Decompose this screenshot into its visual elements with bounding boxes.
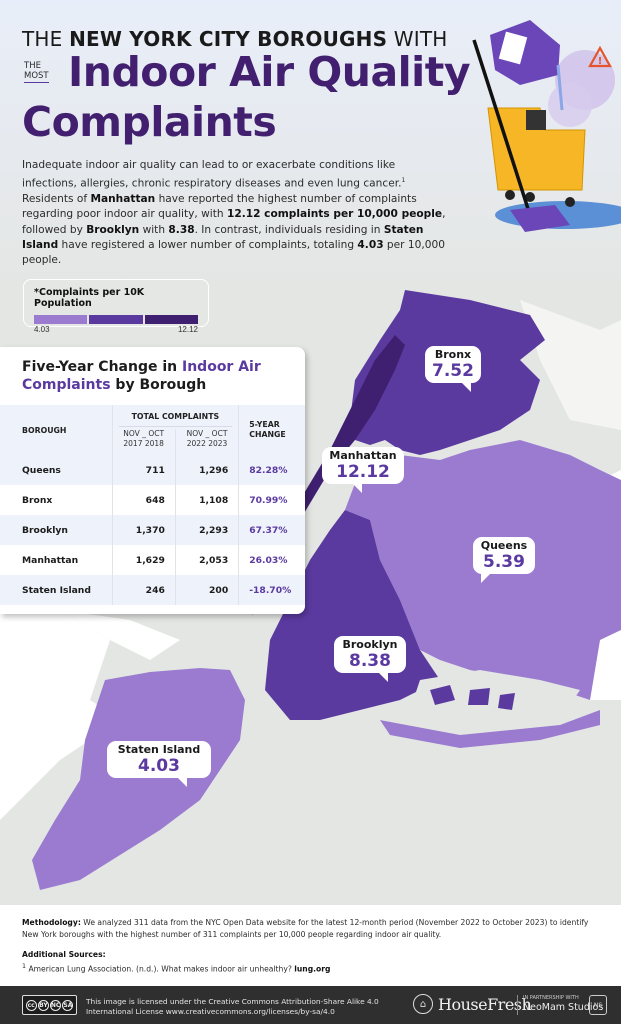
- table-title: Five-Year Change in Indoor Air Complaint…: [22, 359, 261, 393]
- map-label-queens: Queens 5.39: [473, 537, 535, 583]
- map-label-staten-island: Staten Island 4.03: [107, 741, 211, 787]
- warning-icon: [588, 45, 612, 68]
- jamaica-bay: [410, 670, 580, 730]
- legend-min: 4.03: [34, 325, 50, 334]
- svg-text:!: !: [598, 56, 603, 67]
- staten-island-region: [32, 668, 245, 890]
- mop-head: [510, 205, 570, 232]
- col-header-total-complaints: TOTAL COMPLAINTS: [111, 405, 239, 429]
- new-jersey-land: [0, 600, 120, 820]
- house-icon: ⌂: [413, 994, 433, 1014]
- legend-bin-mid: [89, 315, 143, 324]
- map-label-manhattan: Manhattan 12.12: [322, 447, 404, 493]
- complaints-table-card: Five-Year Change in Indoor Air Complaint…: [0, 347, 305, 614]
- complaints-table: BOROUGH TOTAL COMPLAINTS 5-YEAR CHANGE NO…: [0, 405, 305, 605]
- methodology-text: Methodology: We analyzed 311 data from t…: [22, 918, 589, 939]
- the-label: THE: [24, 61, 41, 71]
- source-citation: 1 American Lung Association. (n.d.). Wha…: [22, 962, 331, 974]
- rockaway-peninsula: [380, 710, 600, 748]
- col-header-five-year-change: 5-YEAR CHANGE: [238, 405, 305, 455]
- legend-max: 12.12: [177, 325, 198, 334]
- map-label-bronx: Bronx 7.52: [425, 346, 481, 392]
- most-label: MOST: [24, 71, 49, 83]
- map-label-brooklyn: Brooklyn 8.38: [334, 636, 406, 682]
- legend-bin-high: [144, 315, 198, 324]
- table-row: Manhattan 1,629 2,053 26.03%: [0, 545, 305, 575]
- header-text-bold: NEW YORK CITY BOROUGHS: [69, 27, 388, 51]
- sources-title: Additional Sources:: [22, 950, 106, 959]
- table-row: Staten Island 246 200 -18.70%: [0, 575, 305, 605]
- the-most-label: THE MOST: [24, 61, 49, 83]
- creative-commons-badge-icon: cc BY NC SA: [22, 995, 77, 1015]
- mop-bucket: [487, 107, 586, 191]
- table-row: Queens 711 1,296 82.28%: [0, 455, 305, 485]
- brand-divider: [517, 995, 518, 1015]
- housefresh-logo: ⌂ HouseFresh: [413, 994, 532, 1014]
- col-header-period-2017-2018: NOV _ OCT 2017 2018: [111, 429, 176, 455]
- legend-title: *Complaints per 10K Population: [34, 287, 145, 309]
- intro-paragraph: Inadequate indoor air quality can lead t…: [22, 159, 446, 267]
- footer-bar: cc BY NC SA This image is licensed under…: [0, 986, 621, 1024]
- license-text: This image is licensed under the Creativ…: [86, 997, 379, 1016]
- partner-credit: IN PARTNERSHIP WITH NeoMam Studios: [523, 995, 604, 1013]
- header-text-tail: WITH: [387, 27, 448, 51]
- page-title: Indoor Air Quality: [68, 48, 471, 96]
- page-title-second-line: Complaints: [22, 98, 277, 146]
- table-row: Bronx 648 1,108 70.99%: [0, 485, 305, 515]
- manhattan-region: [252, 335, 405, 615]
- header-text-light: THE: [22, 27, 70, 51]
- header-line-1: THE NEW YORK CITY BOROUGHS WITH: [22, 27, 447, 51]
- mop-bucket-illustration: !: [472, 20, 621, 232]
- col-header-borough: BOROUGH: [22, 425, 67, 435]
- legend-color-scale: [34, 315, 198, 324]
- mop-handle: [472, 39, 532, 216]
- legend-bin-low: [34, 315, 88, 324]
- source-link[interactable]: lung.org: [294, 964, 331, 974]
- col-header-period-2022-2023: NOV _ OCT 2022 2023: [174, 429, 239, 455]
- map-legend: *Complaints per 10K Population 4.03 12.1…: [23, 279, 209, 334]
- methodology-section: Methodology: We analyzed 311 data from t…: [0, 905, 621, 986]
- table-row: Brooklyn 1,370 2,293 67.37%: [0, 515, 305, 545]
- neomam-logo-icon: NS: [589, 995, 607, 1015]
